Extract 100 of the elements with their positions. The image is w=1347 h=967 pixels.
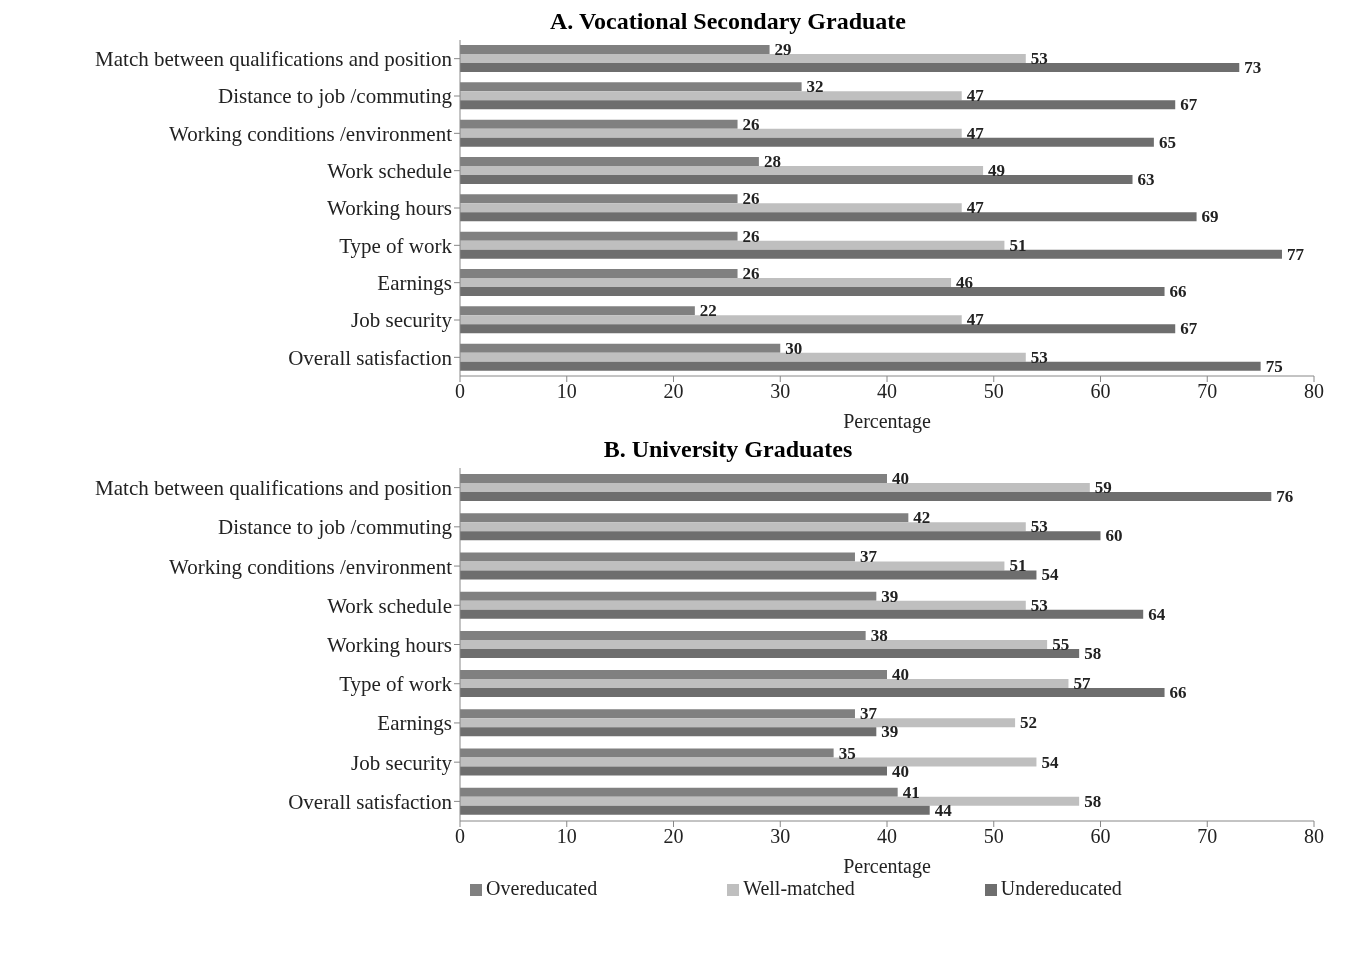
- chart-title: A. Vocational Secondary Graduate: [549, 8, 907, 36]
- bar: [460, 492, 1272, 501]
- bar: [460, 609, 1144, 619]
- data-label: 58: [1084, 791, 1102, 811]
- bar: [460, 805, 930, 815]
- data-label: 53: [1030, 517, 1048, 537]
- bar: [460, 352, 1026, 362]
- y-tick-label: Match between qualifications and position: [95, 476, 453, 501]
- data-label: 39: [881, 586, 899, 606]
- bar: [460, 137, 1154, 147]
- data-label: 47: [966, 86, 985, 106]
- x-tick-label: 50: [983, 380, 1004, 403]
- x-tick-label: 70: [1197, 380, 1218, 403]
- data-label: 40: [892, 761, 909, 781]
- data-label: 47: [966, 198, 985, 218]
- y-tick-label: Distance to job /commuting: [218, 84, 453, 109]
- bar: [460, 639, 1048, 649]
- data-label: 55: [1052, 634, 1070, 654]
- data-label: 52: [1020, 713, 1038, 733]
- data-label: 35: [838, 743, 856, 763]
- data-label: 28: [763, 152, 781, 171]
- data-label: 66: [1169, 282, 1187, 301]
- y-tick-label: Type of work: [339, 233, 453, 258]
- y-tick-label: Working conditions /environment: [169, 121, 453, 146]
- y-tick-label: Earnings: [377, 711, 452, 736]
- data-label: 30: [785, 338, 803, 358]
- x-tick-label: 80: [1304, 380, 1324, 403]
- x-tick-label: 80: [1304, 825, 1324, 848]
- data-label: 67: [1180, 95, 1198, 115]
- bar: [460, 600, 1026, 610]
- y-tick-label: Work schedule: [327, 159, 452, 184]
- bar: [460, 278, 952, 287]
- data-label: 54: [1041, 752, 1059, 772]
- bar: [460, 679, 1069, 689]
- data-label: 53: [1030, 347, 1048, 367]
- bar: [460, 63, 1240, 72]
- bar: [460, 688, 1165, 698]
- legend-label: Undereducated: [1000, 877, 1122, 899]
- y-tick-label: Distance to job /commuting: [218, 515, 453, 540]
- y-tick-label: Working hours: [327, 632, 452, 657]
- x-tick-label: 60: [1090, 825, 1111, 848]
- data-label: 63: [1137, 170, 1155, 189]
- bar: [460, 718, 1016, 728]
- bar: [460, 766, 887, 776]
- x-tick-label: 40: [877, 380, 897, 403]
- bar: [460, 287, 1165, 296]
- legend-label: Overeducated: [486, 877, 598, 899]
- bar: [460, 212, 1197, 222]
- data-label: 26: [742, 189, 760, 209]
- data-label: 77: [1286, 244, 1305, 264]
- bar: [460, 166, 984, 175]
- data-label: 29: [774, 40, 792, 59]
- bar: [460, 561, 1005, 571]
- y-tick-label: Earnings: [377, 271, 452, 296]
- x-tick-label: 10: [556, 380, 577, 403]
- bar: [460, 240, 1005, 250]
- data-label: 67: [1180, 319, 1198, 339]
- data-label: 60: [1105, 526, 1123, 546]
- data-label: 39: [881, 722, 899, 742]
- data-label: 44: [934, 800, 953, 820]
- x-tick-label: 0: [455, 825, 465, 848]
- data-label: 75: [1265, 356, 1283, 376]
- data-label: 41: [902, 782, 920, 802]
- y-tick-label: Overall satisfaction: [288, 789, 453, 814]
- x-tick-label: 30: [770, 825, 791, 848]
- chart-title: B. University Graduates: [602, 436, 854, 464]
- bar: [460, 128, 962, 138]
- bar: [460, 100, 1176, 110]
- data-label: 40: [892, 665, 909, 685]
- y-tick-label: Type of work: [339, 672, 453, 697]
- data-label: 32: [806, 77, 824, 97]
- data-label: 58: [1084, 643, 1102, 663]
- data-label: 65: [1158, 132, 1176, 152]
- data-label: 73: [1244, 58, 1262, 77]
- bar: [460, 648, 1080, 658]
- x-axis-title: Percentage: [843, 855, 931, 878]
- bar: [460, 531, 1101, 541]
- x-tick-label: 30: [770, 380, 791, 403]
- data-label: 42: [913, 508, 931, 528]
- data-label: 26: [742, 114, 760, 134]
- x-tick-label: 40: [877, 825, 897, 848]
- bar: [460, 175, 1133, 184]
- bar: [460, 54, 1026, 63]
- data-label: 47: [966, 123, 985, 143]
- bar: [460, 203, 962, 213]
- data-label: 38: [870, 625, 888, 645]
- data-label: 47: [966, 310, 985, 330]
- data-label: 64: [1148, 604, 1166, 624]
- data-label: 26: [742, 226, 760, 246]
- bar: [460, 796, 1080, 806]
- data-label: 22: [699, 301, 717, 321]
- y-tick-label: Overall satisfaction: [288, 345, 453, 370]
- x-tick-label: 50: [983, 825, 1004, 848]
- x-tick-label: 0: [455, 380, 465, 403]
- bar: [460, 361, 1261, 371]
- y-tick-label: Working conditions /environment: [169, 554, 453, 579]
- data-label: 69: [1201, 207, 1219, 227]
- bar: [460, 483, 1090, 492]
- x-tick-label: 70: [1197, 825, 1218, 848]
- data-label: 76: [1276, 487, 1294, 506]
